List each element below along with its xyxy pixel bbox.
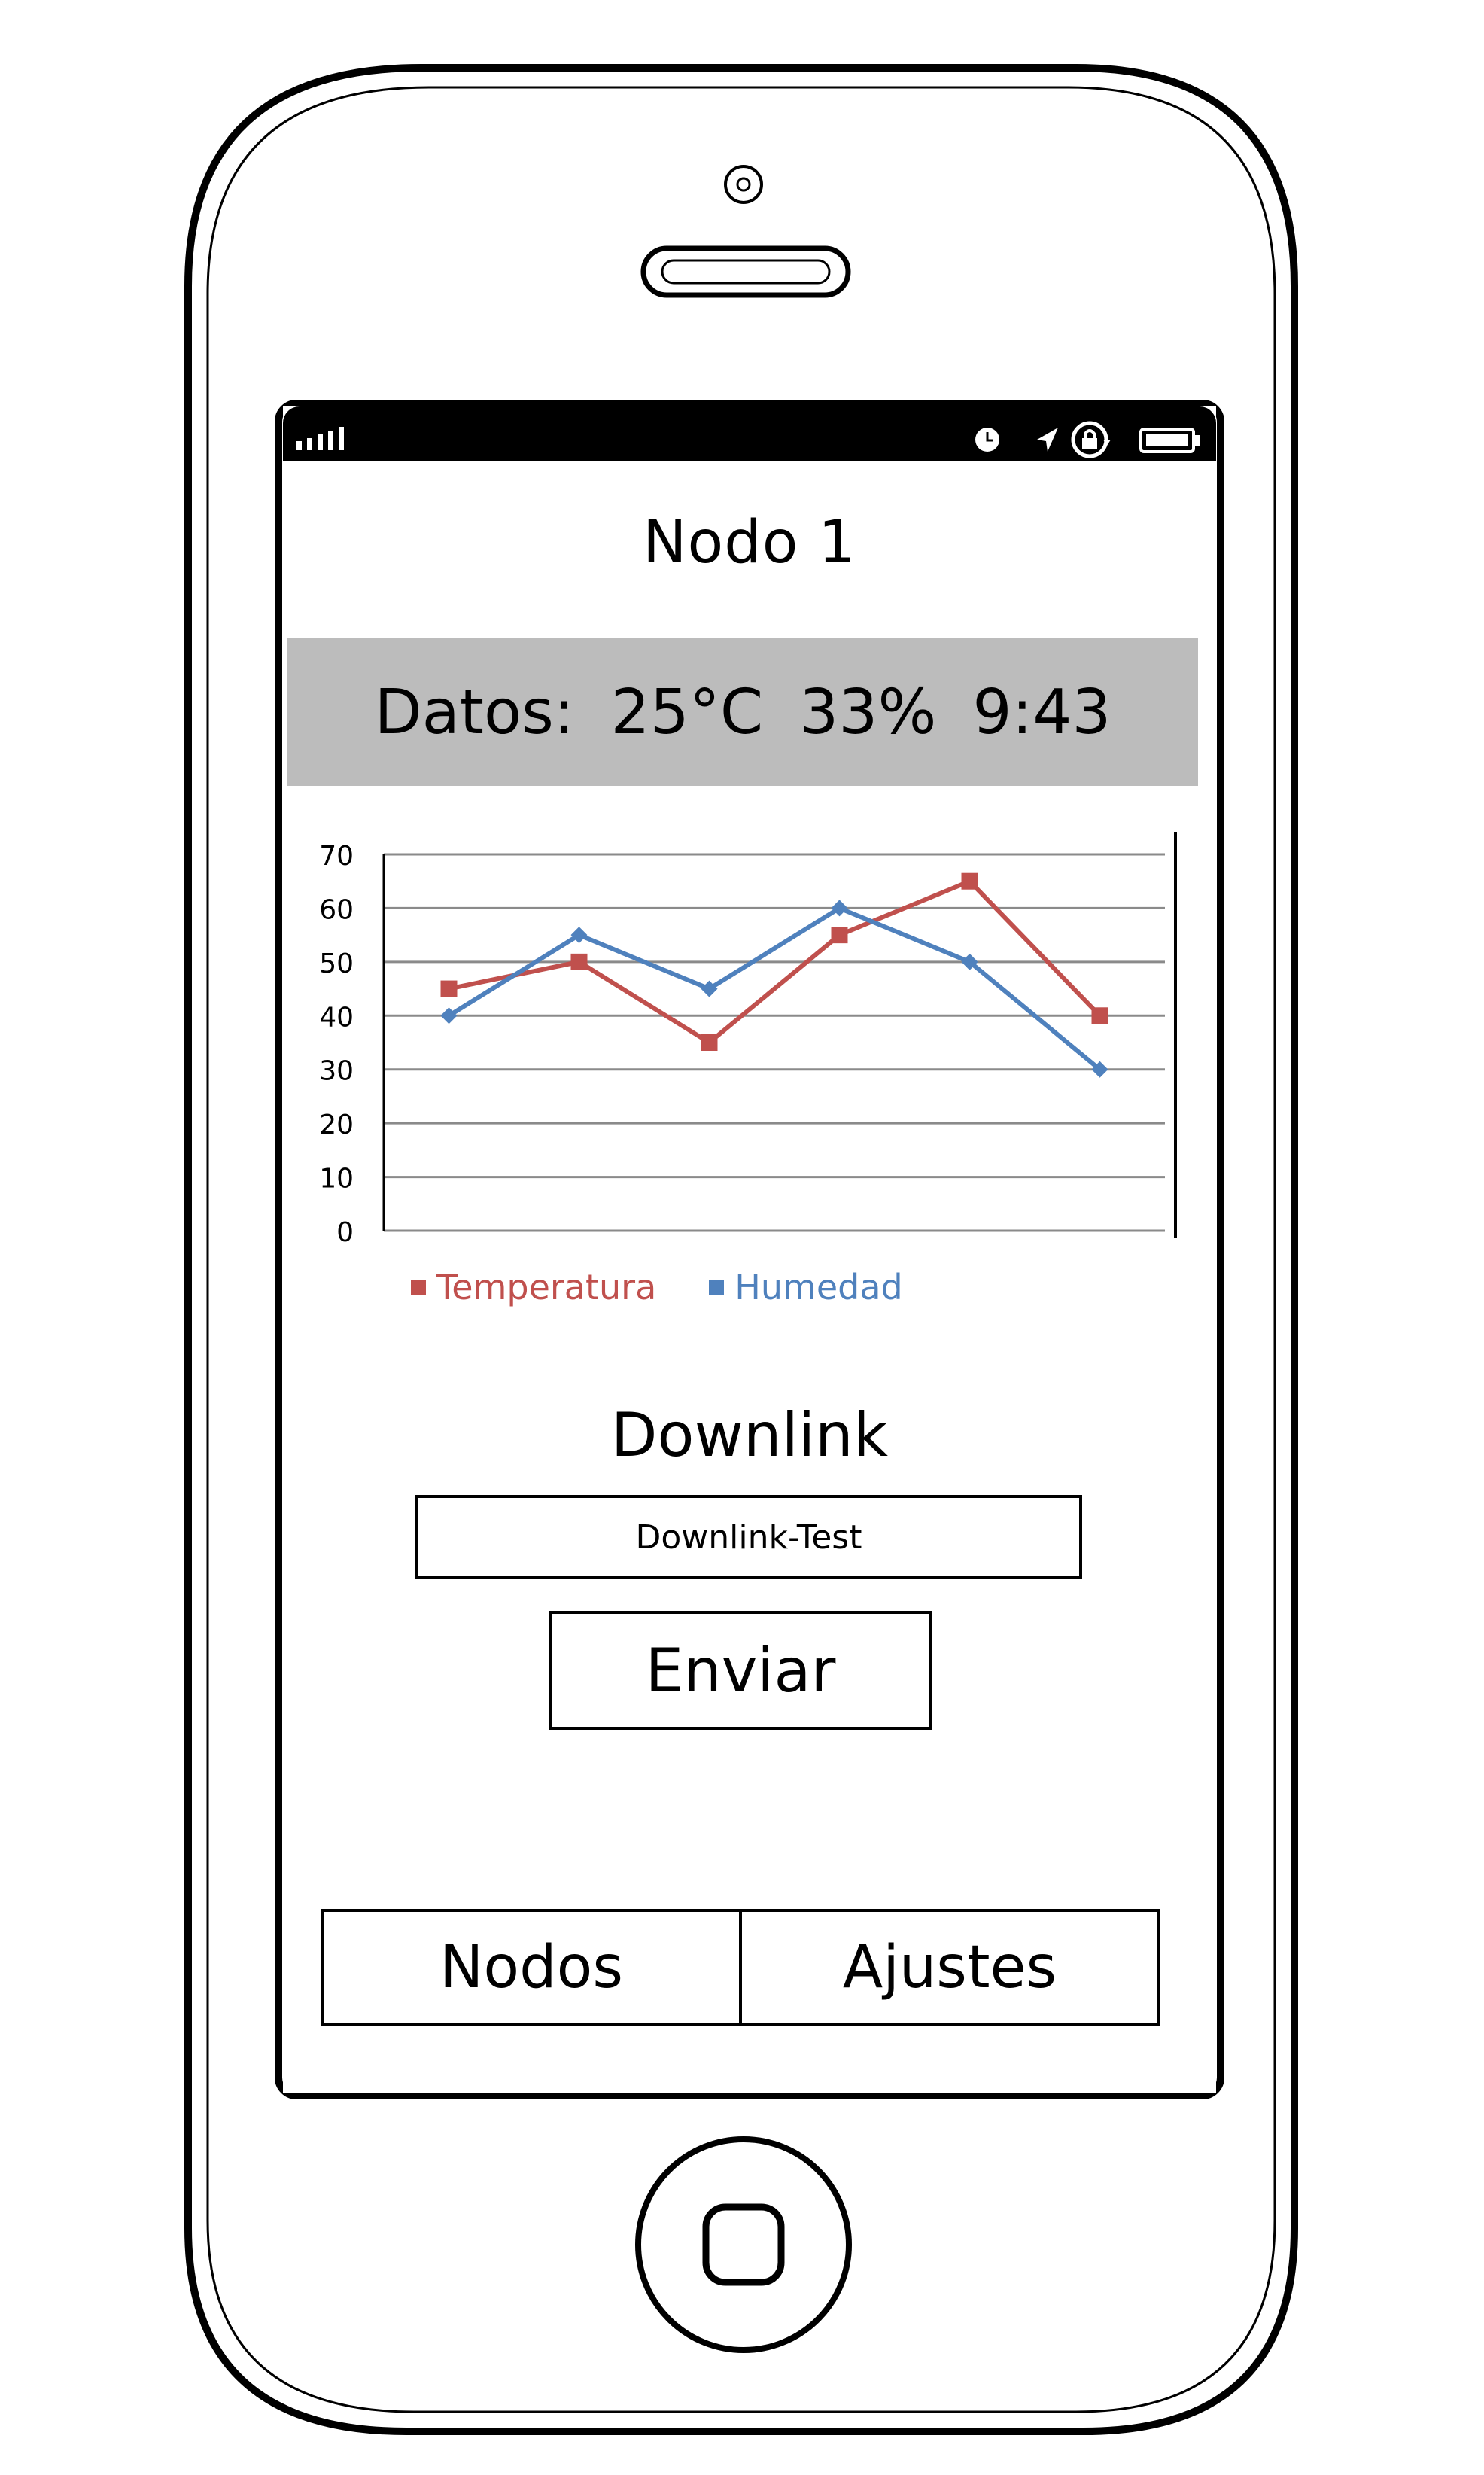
chart-legend: Temperatura Humedad [411, 1257, 903, 1317]
data-point-humedad [440, 1007, 458, 1024]
home-button[interactable] [635, 2136, 852, 2353]
datos-panel: Datos: 25°C 33% 9:43 [287, 638, 1198, 786]
legend-item-temperatura: Temperatura [411, 1267, 656, 1308]
y-tick-label: 20 [319, 1110, 354, 1140]
sensor-chart: 0 10 20 30 40 50 60 70 [319, 832, 1177, 1248]
data-point-temperatura [440, 980, 458, 997]
tab-nodos[interactable]: Nodos [439, 1934, 623, 2002]
data-point-humedad [701, 980, 718, 997]
humidity-value: 33% [799, 676, 937, 748]
status-bar [283, 406, 1216, 461]
legend-item-humedad: Humedad [709, 1267, 903, 1308]
time-value: 9:43 [972, 676, 1111, 748]
data-point-temperatura [570, 953, 588, 970]
location-arrow-icon [1037, 428, 1058, 452]
phone-screen: Nodo 1 Datos: 25°C 33% 9:43 0 10 20 30 40 50 6… [283, 406, 1216, 2093]
data-point-temperatura [831, 927, 848, 944]
chart-series [440, 872, 1108, 1078]
data-point-temperatura [961, 872, 978, 890]
data-point-humedad [1091, 1061, 1108, 1078]
y-tick-label: 0 [336, 1217, 354, 1248]
legend-swatch-humedad [709, 1280, 725, 1295]
signal-icon [296, 427, 344, 450]
legend-swatch-temperatura [411, 1280, 426, 1295]
tab-bar: Nodos Ajustes [321, 1909, 1160, 2026]
data-point-temperatura [701, 1034, 718, 1051]
series-line-humedad [447, 906, 1102, 1072]
downlink-input[interactable] [415, 1495, 1082, 1579]
data-point-temperatura [1091, 1007, 1108, 1024]
y-tick-label: 30 [319, 1056, 354, 1087]
y-tick-label: 10 [319, 1164, 354, 1195]
data-point-humedad [570, 927, 588, 944]
downlink-heading: Downlink [610, 1400, 889, 1470]
tab-ajustes[interactable]: Ajustes [739, 1912, 1157, 2023]
camera-icon [724, 165, 763, 204]
chart-y-ticks: 0 10 20 30 40 50 60 70 [319, 841, 354, 1248]
y-tick-label: 40 [319, 1002, 354, 1033]
speaker-grille [640, 245, 851, 298]
y-tick-label: 70 [319, 841, 354, 872]
send-button[interactable]: Enviar [549, 1611, 932, 1730]
y-tick-label: 50 [319, 948, 354, 979]
chart-grid [382, 832, 1177, 1238]
data-point-humedad [961, 953, 978, 970]
datos-label: Datos: [374, 676, 575, 748]
data-point-humedad [831, 900, 848, 917]
legend-label-humedad: Humedad [734, 1267, 903, 1308]
y-tick-label: 60 [319, 894, 354, 925]
series-line-temperatura [448, 878, 1102, 1046]
home-square-icon [702, 2203, 785, 2286]
battery-icon [1139, 428, 1200, 453]
page-title: Nodo 1 [643, 509, 856, 577]
legend-label-temperatura: Temperatura [436, 1267, 657, 1308]
rotation-lock-icon [1071, 421, 1111, 458]
clock-icon [975, 428, 999, 452]
temperature-value: 25°C [610, 676, 764, 748]
